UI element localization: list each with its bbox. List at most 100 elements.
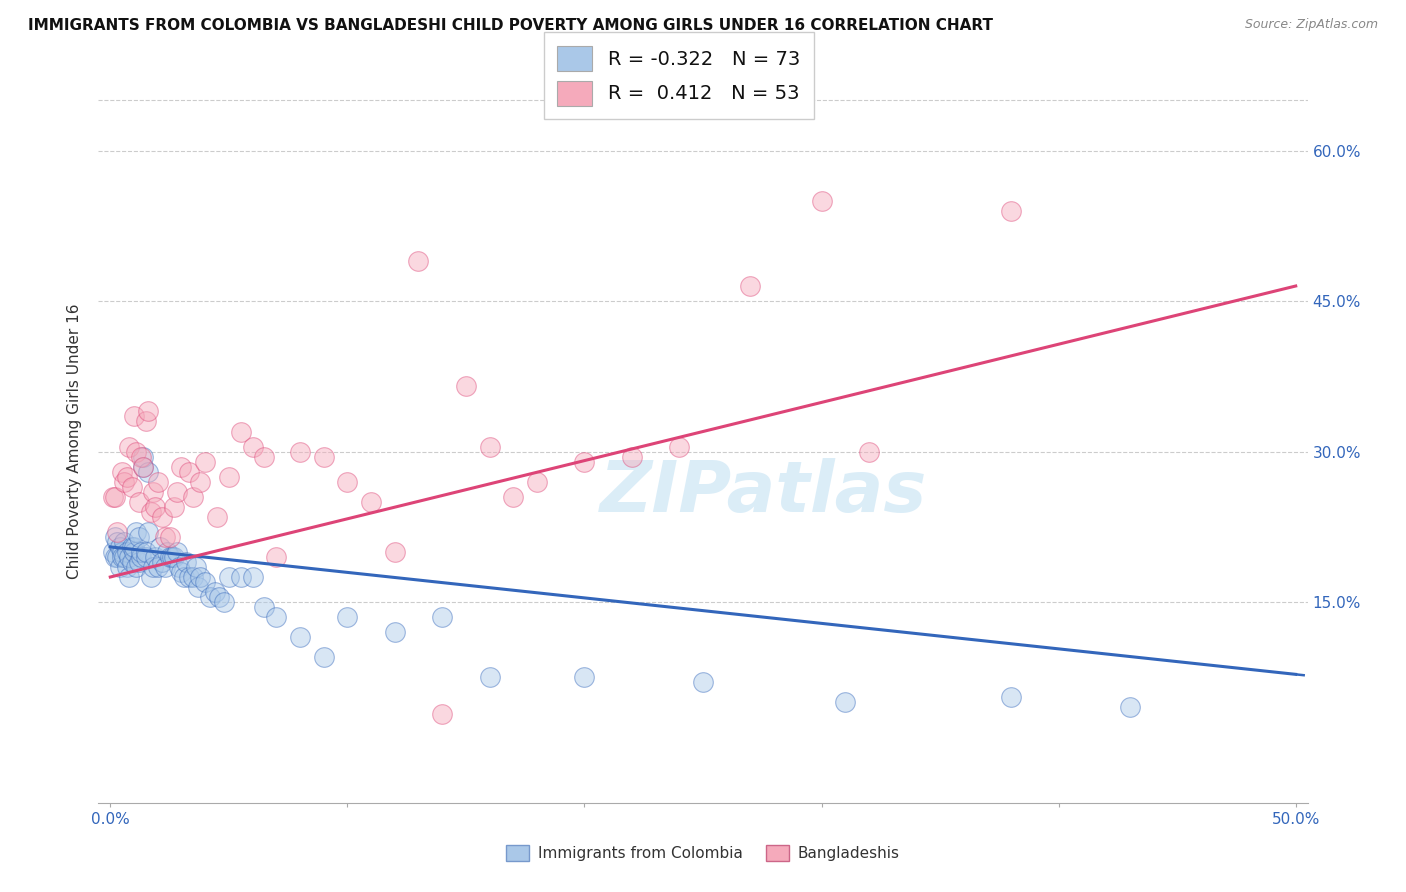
Point — [128, 494, 150, 508]
Point — [132, 450, 155, 464]
Point — [146, 560, 169, 574]
Point — [125, 444, 148, 458]
Point — [810, 194, 832, 208]
Point — [204, 585, 226, 599]
Point — [384, 545, 406, 559]
Point — [360, 494, 382, 508]
Point — [198, 590, 221, 604]
Y-axis label: Child Poverty Among Girls Under 16: Child Poverty Among Girls Under 16 — [67, 304, 83, 579]
Point — [181, 490, 204, 504]
Point — [136, 404, 159, 418]
Point — [212, 595, 235, 609]
Point — [264, 549, 287, 564]
Point — [115, 469, 138, 483]
Point — [105, 524, 128, 539]
Point — [152, 509, 174, 524]
Point — [288, 630, 311, 644]
Point — [104, 549, 127, 564]
Point — [160, 549, 183, 564]
Point — [242, 570, 264, 584]
Point — [229, 570, 252, 584]
Point — [166, 484, 188, 499]
Point — [125, 560, 148, 574]
Point — [129, 450, 152, 464]
Point — [115, 560, 138, 574]
Point — [122, 409, 145, 424]
Point — [132, 459, 155, 474]
Point — [478, 670, 501, 684]
Point — [153, 560, 176, 574]
Point — [336, 610, 359, 624]
Point — [108, 560, 131, 574]
Point — [152, 555, 174, 569]
Point — [312, 450, 335, 464]
Point — [156, 545, 179, 559]
Point — [121, 480, 143, 494]
Point — [122, 545, 145, 559]
Point — [1000, 203, 1022, 218]
Point — [121, 540, 143, 554]
Point — [135, 549, 157, 564]
Point — [184, 560, 207, 574]
Point — [205, 509, 228, 524]
Point — [118, 570, 141, 584]
Point — [167, 560, 190, 574]
Point — [105, 535, 128, 549]
Point — [620, 450, 643, 464]
Point — [139, 505, 162, 519]
Point — [101, 545, 124, 559]
Point — [194, 455, 217, 469]
Point — [454, 379, 477, 393]
Point — [1000, 690, 1022, 705]
Point — [111, 465, 134, 479]
Point — [115, 545, 138, 559]
Legend: Immigrants from Colombia, Bangladeshis: Immigrants from Colombia, Bangladeshis — [501, 839, 905, 867]
Point — [253, 450, 276, 464]
Point — [242, 440, 264, 454]
Point — [408, 254, 430, 268]
Point — [163, 549, 186, 564]
Point — [129, 549, 152, 564]
Point — [153, 530, 176, 544]
Point — [574, 455, 596, 469]
Point — [118, 440, 141, 454]
Point — [101, 490, 124, 504]
Point — [121, 555, 143, 569]
Point — [125, 524, 148, 539]
Point — [229, 425, 252, 439]
Point — [142, 484, 165, 499]
Point — [187, 580, 209, 594]
Point — [181, 570, 204, 584]
Point — [668, 440, 690, 454]
Point — [170, 459, 193, 474]
Point — [170, 565, 193, 579]
Point — [478, 440, 501, 454]
Point — [136, 465, 159, 479]
Point — [173, 570, 195, 584]
Point — [104, 490, 127, 504]
Point — [190, 570, 212, 584]
Point — [139, 570, 162, 584]
Point — [264, 610, 287, 624]
Point — [142, 560, 165, 574]
Point — [143, 549, 166, 564]
Point — [114, 535, 136, 549]
Point — [208, 590, 231, 604]
Point — [104, 530, 127, 544]
Point — [174, 555, 197, 569]
Point — [858, 444, 880, 458]
Point — [128, 530, 150, 544]
Point — [166, 545, 188, 559]
Point — [135, 545, 157, 559]
Point — [740, 279, 762, 293]
Point — [114, 475, 136, 489]
Point — [177, 465, 200, 479]
Point — [218, 469, 240, 483]
Point — [1119, 700, 1142, 714]
Point — [692, 675, 714, 690]
Text: ZIPatlas: ZIPatlas — [600, 458, 927, 526]
Point — [288, 444, 311, 458]
Point — [177, 570, 200, 584]
Point — [834, 696, 856, 710]
Point — [118, 549, 141, 564]
